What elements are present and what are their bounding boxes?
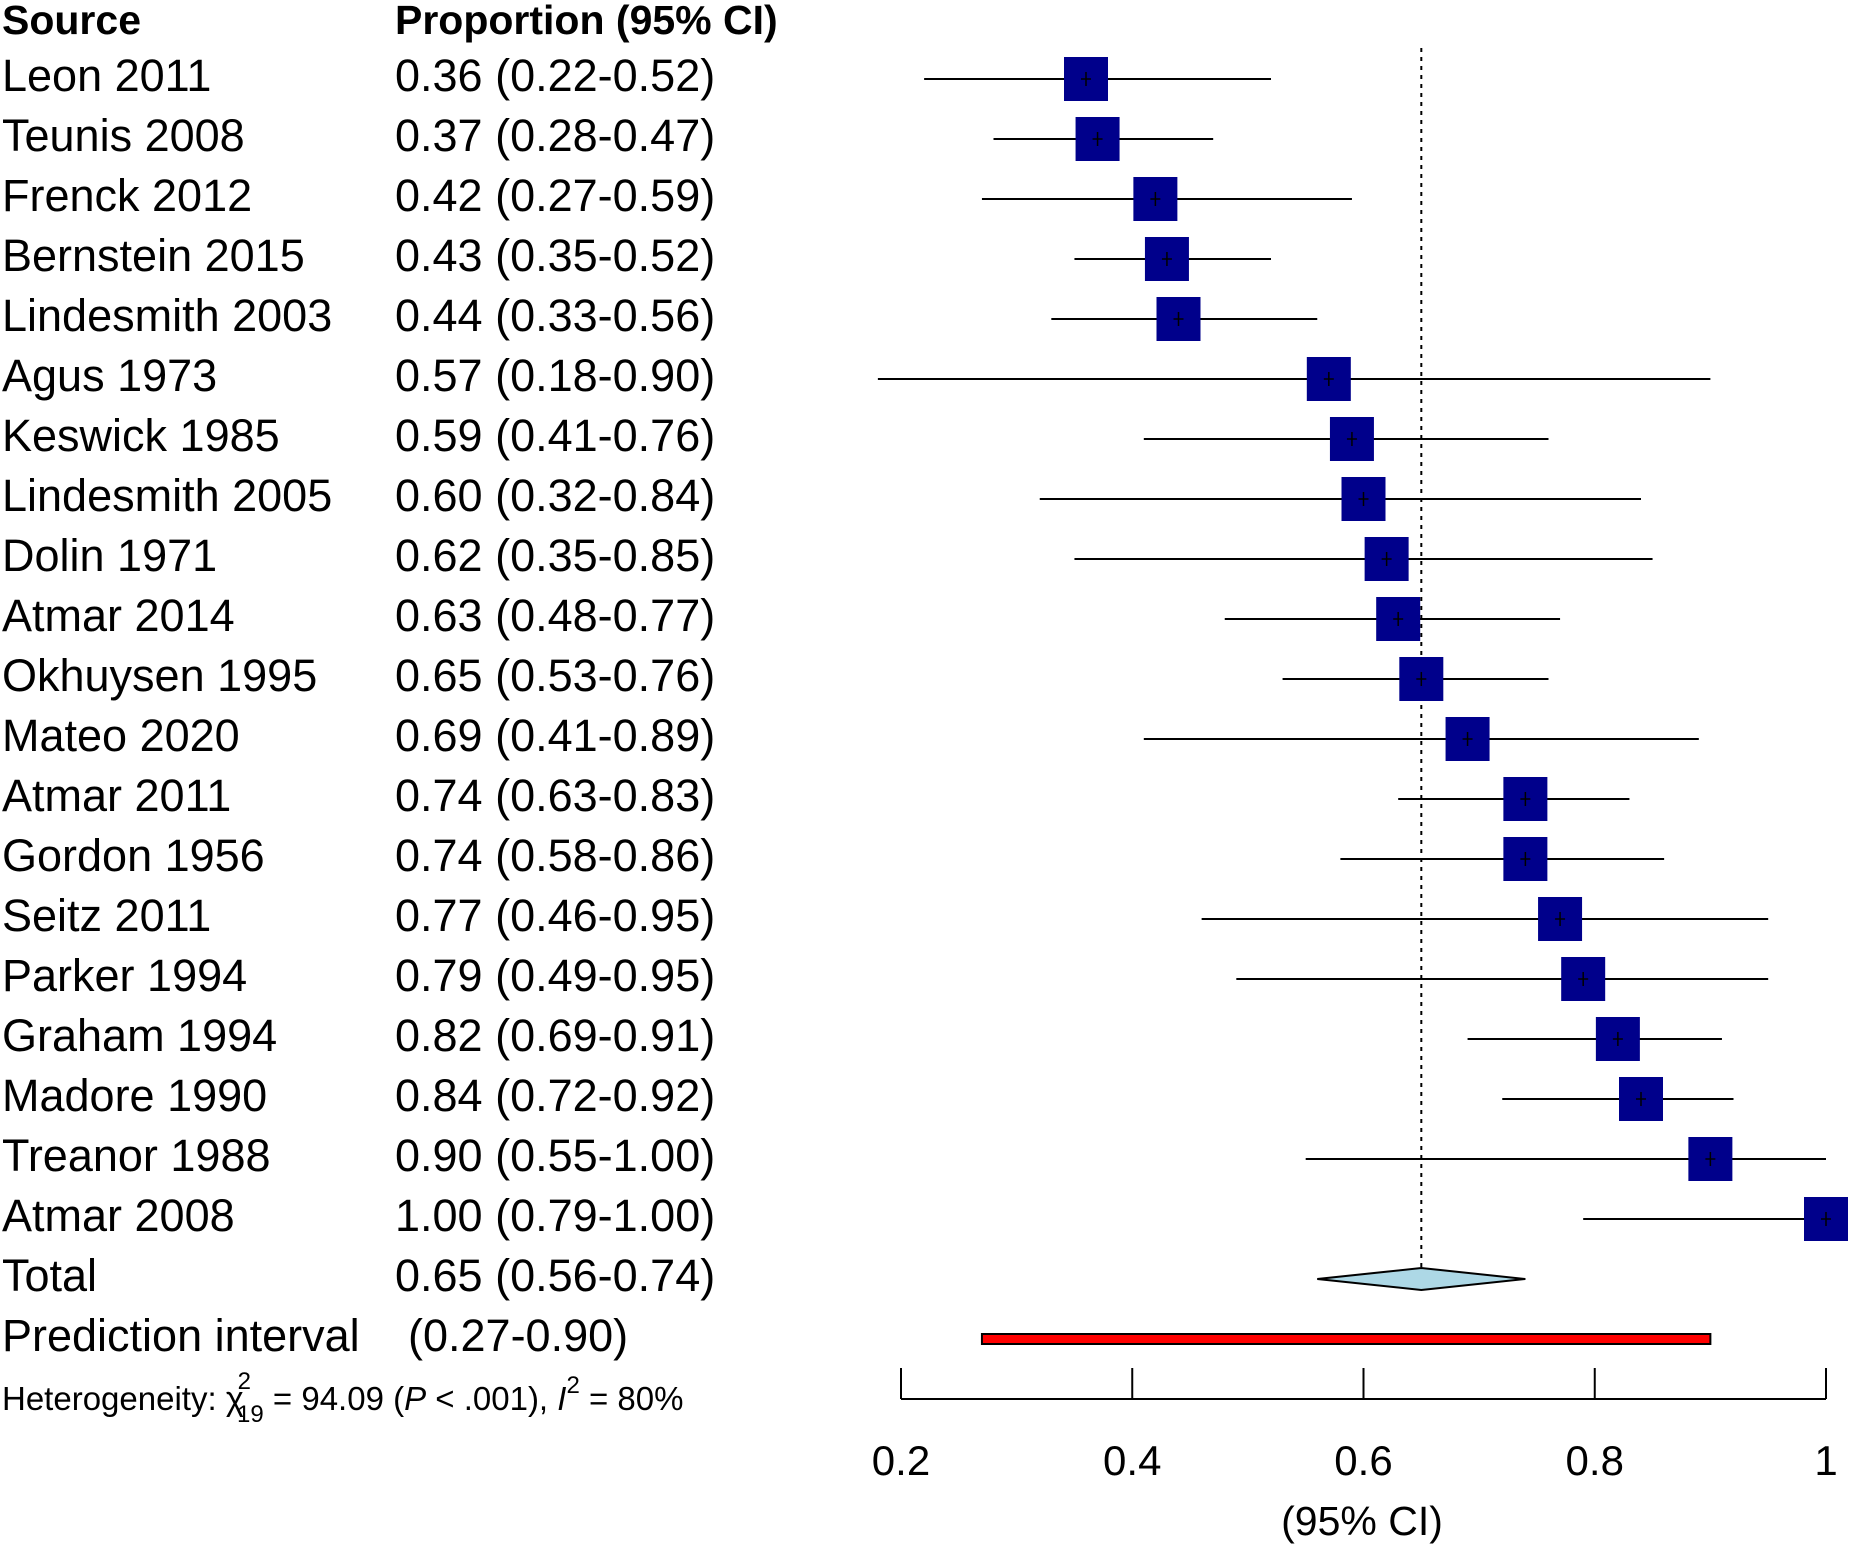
total-name: Total	[2, 1250, 97, 1301]
heterogeneity-chi-value: = 94.09 (	[264, 1380, 404, 1417]
study-estimate: 0.62 (0.35-0.85)	[395, 530, 715, 581]
heterogeneity-p: P	[404, 1380, 426, 1417]
heterogeneity-i-sup: 2	[566, 1372, 579, 1399]
study-row: Leon 2011 0.36 (0.22-0.52)	[2, 50, 1271, 101]
study-row: Dolin 1971 0.62 (0.35-0.85)	[2, 530, 1653, 581]
study-row: Seitz 2011 0.77 (0.46-0.95)	[2, 890, 1769, 941]
header-estimate: Proportion (95% CI)	[395, 0, 778, 43]
x-tick-label: 0.2	[872, 1437, 930, 1484]
study-estimate: 0.57 (0.18-0.90)	[395, 350, 715, 401]
x-tick-label: 0.6	[1334, 1437, 1392, 1484]
study-row: Frenck 2012 0.42 (0.27-0.59)	[2, 170, 1352, 221]
heterogeneity-p-value: < .001),	[426, 1380, 557, 1417]
study-name: Atmar 2008	[2, 1190, 235, 1241]
study-row: Agus 1973 0.57 (0.18-0.90)	[2, 350, 1711, 401]
heterogeneity-prefix: Heterogeneity:	[2, 1380, 226, 1417]
study-estimate: 0.74 (0.58-0.86)	[395, 830, 715, 881]
study-row: Lindesmith 2003 0.44 (0.33-0.56)	[2, 290, 1318, 341]
study-name: Gordon 1956	[2, 830, 265, 881]
study-estimate: 0.44 (0.33-0.56)	[395, 290, 715, 341]
study-row: Atmar 2008 1.00 (0.79-1.00)	[2, 1190, 1848, 1241]
heterogeneity-i: I	[557, 1380, 566, 1417]
study-name: Agus 1973	[2, 350, 217, 401]
study-name: Mateo 2020	[2, 710, 240, 761]
study-estimate: 0.84 (0.72-0.92)	[395, 1070, 715, 1121]
prediction-estimate: (0.27-0.90)	[408, 1310, 628, 1361]
study-estimate: 0.63 (0.48-0.77)	[395, 590, 715, 641]
total-estimate: 0.65 (0.56-0.74)	[395, 1250, 715, 1301]
study-row: Treanor 1988 0.90 (0.55-1.00)	[2, 1130, 1826, 1181]
prediction-bar	[980, 1333, 1712, 1345]
study-name: Frenck 2012	[2, 170, 252, 221]
study-estimate: 0.69 (0.41-0.89)	[395, 710, 715, 761]
study-name: Treanor 1988	[2, 1130, 271, 1181]
study-name: Atmar 2011	[2, 770, 231, 821]
study-row: Gordon 1956 0.74 (0.58-0.86)	[2, 830, 1665, 881]
study-name: Keswick 1985	[2, 410, 280, 461]
study-name: Lindesmith 2005	[2, 470, 332, 521]
heterogeneity-chi-sup: 2	[238, 1368, 251, 1395]
x-axis-label: (95% CI)	[1281, 1498, 1443, 1544]
study-estimate: 0.42 (0.27-0.59)	[395, 170, 715, 221]
study-name: Seitz 2011	[2, 890, 211, 941]
heterogeneity-text: Heterogeneity: χ2 19 = 94.09 (P < .001), …	[2, 1368, 683, 1428]
pooled-diamond	[1317, 1266, 1526, 1292]
study-estimate: 0.90 (0.55-1.00)	[395, 1130, 715, 1181]
study-rows: Leon 2011 0.36 (0.22-0.52) Teunis 2008 0.37…	[2, 50, 1848, 1241]
study-estimate: 0.60 (0.32-0.84)	[395, 470, 715, 521]
study-estimate: 0.43 (0.35-0.52)	[395, 230, 715, 281]
x-tick-label: 0.4	[1103, 1437, 1161, 1484]
total-row: Total 0.65 (0.56-0.74)	[2, 1250, 1526, 1301]
study-estimate: 0.74 (0.63-0.83)	[395, 770, 715, 821]
study-name: Parker 1994	[2, 950, 247, 1001]
study-name: Dolin 1971	[2, 530, 217, 581]
study-name: Leon 2011	[2, 50, 211, 101]
x-tick-label: 1	[1814, 1437, 1837, 1484]
heterogeneity-chi-sub: 19	[237, 1401, 264, 1428]
prediction-row: Prediction interval (0.27-0.90)	[2, 1310, 1712, 1361]
study-estimate: 1.00 (0.79-1.00)	[395, 1190, 715, 1241]
study-estimate: 0.77 (0.46-0.95)	[395, 890, 715, 941]
study-estimate: 0.79 (0.49-0.95)	[395, 950, 715, 1001]
study-estimate: 0.65 (0.53-0.76)	[395, 650, 715, 701]
study-estimate: 0.36 (0.22-0.52)	[395, 50, 715, 101]
study-row: Keswick 1985 0.59 (0.41-0.76)	[2, 410, 1549, 461]
study-name: Atmar 2014	[2, 590, 235, 641]
study-row: Atmar 2014 0.63 (0.48-0.77)	[2, 590, 1561, 641]
study-row: Madore 1990 0.84 (0.72-0.92)	[2, 1070, 1734, 1121]
study-name: Teunis 2008	[2, 110, 245, 161]
x-axis: 0.2 0.4 0.6 0.8 1	[872, 1368, 1838, 1484]
study-row: Okhuysen 1995 0.65 (0.53-0.76)	[2, 650, 1549, 701]
study-estimate: 0.59 (0.41-0.76)	[395, 410, 715, 461]
study-row: Graham 1994 0.82 (0.69-0.91)	[2, 1010, 1722, 1061]
study-estimate: 0.37 (0.28-0.47)	[395, 110, 715, 161]
study-name: Okhuysen 1995	[2, 650, 317, 701]
study-row: Bernstein 2015 0.43 (0.35-0.52)	[2, 230, 1271, 281]
study-row: Parker 1994 0.79 (0.49-0.95)	[2, 950, 1769, 1001]
study-row: Lindesmith 2005 0.60 (0.32-0.84)	[2, 470, 1641, 521]
heterogeneity-i-value: = 80%	[580, 1380, 684, 1417]
study-name: Madore 1990	[2, 1070, 267, 1121]
heterogeneity-chi: χ	[226, 1380, 244, 1418]
study-name: Lindesmith 2003	[2, 290, 332, 341]
study-name: Bernstein 2015	[2, 230, 305, 281]
study-row: Atmar 2011 0.74 (0.63-0.83)	[2, 770, 1630, 821]
header-source: Source	[2, 0, 141, 43]
prediction-name: Prediction interval	[2, 1310, 360, 1361]
study-name: Graham 1994	[2, 1010, 277, 1061]
study-row: Mateo 2020 0.69 (0.41-0.89)	[2, 710, 1699, 761]
study-row: Teunis 2008 0.37 (0.28-0.47)	[2, 110, 1214, 161]
x-tick-label: 0.8	[1566, 1437, 1624, 1484]
study-estimate: 0.82 (0.69-0.91)	[395, 1010, 715, 1061]
